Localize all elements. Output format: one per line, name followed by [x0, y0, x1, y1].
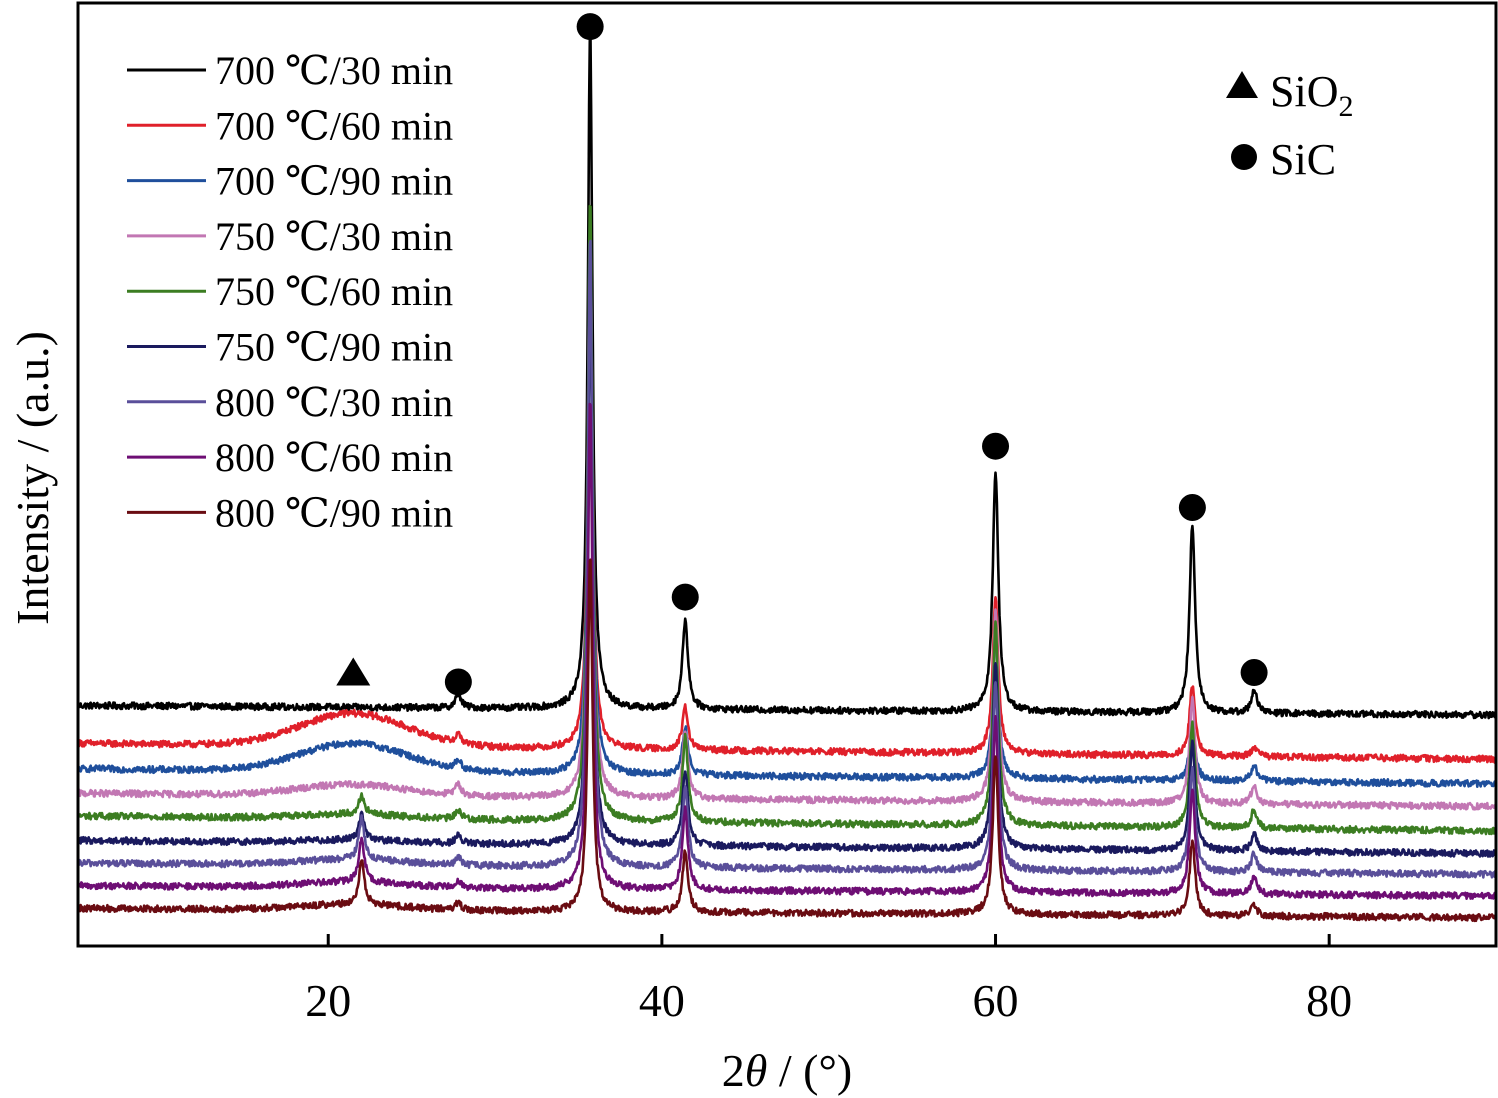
series-line-7: [78, 239, 1496, 879]
series-line-2: [78, 235, 1496, 764]
legend-label-3: 700 ℃/90 min: [215, 159, 453, 204]
series-line-3: [78, 220, 1496, 788]
x-tick-label-80: 80: [1306, 975, 1352, 1026]
series-layer: [78, 35, 1496, 923]
phase-legend-triangle-icon: [1226, 71, 1258, 98]
x-axis-label-prefix: 2: [722, 1045, 745, 1096]
legend-label-4: 750 ℃/30 min: [215, 214, 453, 259]
x-axis-ticks: 20 40 60 80: [305, 934, 1352, 1026]
series-line-9: [78, 558, 1496, 923]
x-axis-label-variable: θ: [745, 1045, 768, 1096]
peak-marker-sic-icon-2: [576, 13, 604, 41]
peak-marker-sic-icon-6: [1240, 659, 1268, 687]
series-line-5: [78, 204, 1496, 836]
phase-legend-sio2-sub: 2: [1338, 90, 1353, 123]
legend-label-1: 700 ℃/30 min: [215, 48, 453, 93]
legend-label-9: 800 ℃/90 min: [215, 490, 453, 535]
phase-legend-circle-icon: [1231, 144, 1257, 170]
phase-legend-sio2-main: SiO: [1270, 67, 1338, 116]
x-axis-label: 2θ / (°): [722, 1045, 852, 1096]
legend-label-6: 750 ℃/90 min: [215, 325, 453, 370]
phase-legend-sic: SiC: [1270, 135, 1336, 184]
plot-frame: [76, 1, 1498, 948]
phase-legend-sio2: SiO2: [1270, 67, 1353, 123]
y-axis-label: Intensity / (a.u.): [7, 331, 58, 625]
peak-marker-sic-icon-5: [1178, 494, 1206, 522]
legend-label-8: 800 ℃/60 min: [215, 435, 453, 480]
series-legend: 700 ℃/30 min 700 ℃/60 min 700 ℃/90 min 750 …: [127, 48, 453, 535]
phase-legend: SiO2 SiC: [1226, 67, 1353, 184]
x-tick-label-40: 40: [639, 975, 685, 1026]
legend-label-5: 750 ℃/60 min: [215, 269, 453, 314]
x-tick-label-20: 20: [305, 975, 351, 1026]
x-axis-label-suffix: / (°): [767, 1045, 852, 1096]
series-line-1: [78, 35, 1496, 720]
x-tick-label-60: 60: [973, 975, 1019, 1026]
peak-marker-sio2-icon: [336, 657, 371, 686]
series-line-4: [78, 235, 1496, 811]
peak-marker-sic-icon-4: [982, 432, 1010, 460]
legend-label-2: 700 ℃/60 min: [215, 103, 453, 148]
peak-marker-sic-icon-3: [671, 583, 699, 611]
peak-marker-layer: [336, 13, 1268, 696]
series-line-6: [78, 296, 1496, 858]
peak-marker-sic-icon-1: [444, 668, 472, 696]
plot-area: [78, 13, 1496, 923]
series-line-8: [78, 402, 1496, 900]
legend-label-7: 800 ℃/30 min: [215, 380, 453, 425]
